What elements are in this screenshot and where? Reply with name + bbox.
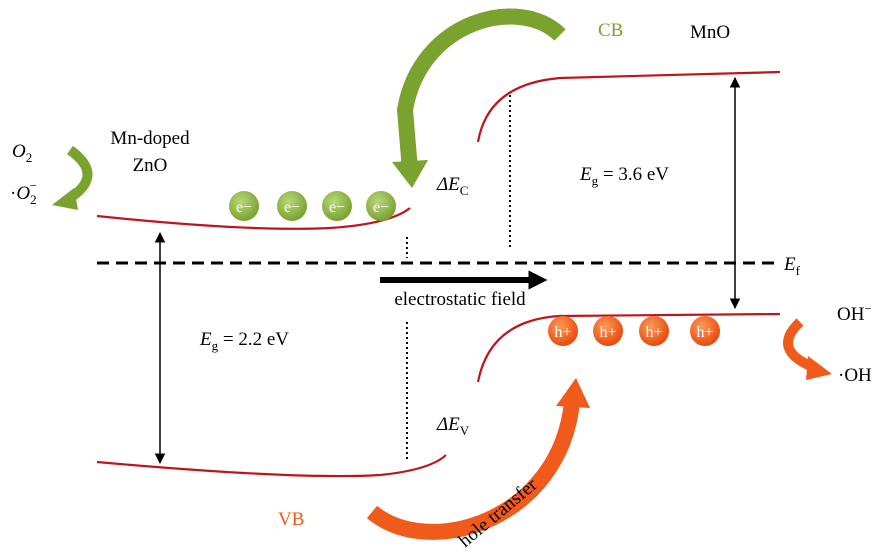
band-diagram: e−e−e−e−h+h+h+h+ Mn-doped ZnO MnO CB VB … — [0, 0, 886, 555]
hole-transfer-arrow — [372, 402, 572, 532]
electron-transfer-arrow — [405, 17, 560, 170]
gap-label: Eg = 3.6 eV — [579, 164, 669, 188]
hydroxyl-label: ·OH — [838, 365, 872, 386]
carriers: e− e− e− e− h+ h+ h+ h+ — [229, 191, 720, 346]
oxygen-arrowhead — [52, 188, 78, 210]
material-label: Mn-doped — [110, 128, 190, 149]
hydroxide-label: OH− — [837, 301, 872, 325]
gap-label: Eg = 2.2 eV — [199, 329, 289, 353]
electron-arrowhead — [392, 160, 428, 188]
electron-label: e− — [373, 199, 389, 216]
electron-label: e− — [329, 199, 345, 216]
transfer-label: hole transfer — [455, 474, 542, 552]
material-label: ZnO — [133, 155, 168, 176]
fermi-label: Ef — [783, 254, 801, 278]
material-label: MnO — [690, 22, 730, 43]
electron-label: e− — [236, 199, 252, 216]
offset-label: ΔEC — [436, 174, 468, 198]
hole-label: h+ — [599, 324, 616, 341]
oxygen-label: O2 — [12, 141, 32, 165]
hole-label: h+ — [645, 324, 662, 341]
hole-label: h+ — [696, 324, 713, 341]
superoxide-label: ·O2− — [10, 178, 37, 207]
offset-label: ΔEV — [436, 414, 470, 438]
field-label: electrostatic field — [394, 289, 526, 310]
electron-label: e− — [284, 199, 300, 216]
band-label: VB — [278, 509, 304, 530]
left-vb — [97, 455, 446, 476]
band-label: CB — [598, 20, 623, 41]
hole-label: h+ — [554, 324, 571, 341]
right-vb — [478, 314, 780, 382]
hole-arrowhead — [556, 378, 590, 408]
hydroxyl-arrowhead — [806, 356, 832, 380]
